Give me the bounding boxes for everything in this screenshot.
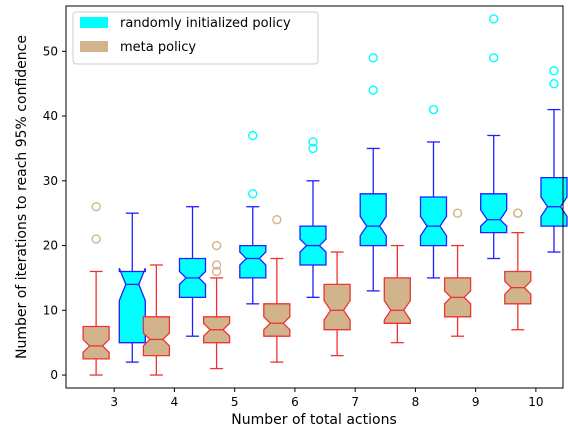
legend-swatch-random-policy: [80, 17, 108, 28]
meta-policy-box-body: [82, 325, 110, 360]
random-policy-outlier: [248, 130, 258, 141]
random-policy-outlier: [428, 104, 439, 115]
x-axis-label: Number of total actions: [231, 412, 396, 428]
meta-policy-box-8: [383, 244, 411, 344]
meta-policy-outlier: [211, 240, 222, 251]
legend-frame: [72, 11, 319, 65]
x-tick-label: 9: [472, 395, 480, 409]
y-tick-label: 30: [43, 174, 58, 188]
random-policy-box-body: [359, 193, 387, 247]
meta-policy-outlier: [211, 260, 222, 270]
random-policy-box-4: [178, 206, 207, 337]
meta-policy-box-6: [263, 214, 291, 363]
random-policy-box-3: [118, 212, 146, 363]
random-policy-outlier: [368, 85, 378, 95]
x-tick-label: 3: [110, 395, 118, 409]
random-policy-box-8: [419, 104, 448, 279]
random-policy-box-7: [359, 53, 387, 292]
meta-policy-box-7: [323, 251, 351, 357]
x-tick-label: 4: [171, 395, 179, 409]
axes: 3 4 5 6 7 8 9 10 0 10 20 30 40 50: [43, 44, 544, 409]
meta-policy-box-body: [383, 277, 411, 324]
y-tick-label: 50: [43, 44, 58, 58]
random-policy-box-body: [480, 193, 508, 234]
random-policy-box-9: [480, 14, 508, 260]
x-tick-label: 10: [528, 395, 543, 409]
x-tick-label: 7: [351, 395, 359, 409]
meta-policy-outlier: [513, 208, 523, 218]
meta-policy-outlier: [91, 234, 101, 244]
meta-policy-outlier: [91, 202, 101, 212]
meta-policy-outlier: [452, 208, 463, 218]
x-tick-label: 5: [231, 395, 239, 409]
y-tick-label: 40: [43, 109, 58, 123]
legend-label-meta-policy: meta policy: [120, 40, 196, 55]
legend-label-random-policy: randomly initialized policy: [120, 16, 291, 31]
meta-policy-box-body: [263, 303, 291, 337]
y-axis-label: Number of iterations to reach 95% confid…: [14, 35, 30, 359]
random-policy-outlier: [308, 143, 318, 154]
meta-policy-box-9: [443, 208, 472, 337]
random-policy-outlier: [308, 137, 318, 147]
y-tick-label: 20: [43, 239, 58, 253]
random-policy-outlier: [368, 53, 378, 63]
random-policy-outlier: [248, 189, 258, 199]
x-tick-label: 8: [412, 395, 420, 409]
y-tick-label: 10: [43, 303, 58, 317]
random-policy-outlier: [489, 14, 499, 24]
meta-policy-outlier: [272, 214, 282, 225]
x-tick-label: 6: [291, 395, 299, 409]
meta-policy-box-10: [504, 208, 532, 331]
meta-policy-box-5: [202, 240, 231, 370]
legend-swatch-meta-policy: [80, 41, 108, 52]
meta-policy-box-body: [142, 316, 171, 357]
legend: randomly initialized policy meta policy: [72, 11, 319, 65]
meta-policy-outlier: [211, 266, 222, 277]
random-policy-box-body: [419, 196, 448, 247]
random-policy-box-6: [299, 137, 327, 299]
meta-policy-box-body: [323, 283, 351, 331]
random-policy-box-body: [118, 267, 146, 344]
random-policy-outlier: [489, 53, 499, 63]
random-policy-box-10: [540, 66, 568, 253]
random-policy-outlier: [549, 78, 559, 89]
random-policy-outlier: [549, 66, 559, 76]
y-tick-label: 0: [50, 368, 58, 382]
meta-policy-box-4: [142, 264, 171, 376]
random-policy-box-5: [239, 130, 267, 305]
random-policy-box-body: [239, 244, 267, 279]
meta-policy-box-3: [82, 202, 110, 376]
plot-marks: [82, 14, 568, 376]
plot-frame: [65, 5, 564, 389]
random-policy-box-body: [540, 176, 568, 227]
